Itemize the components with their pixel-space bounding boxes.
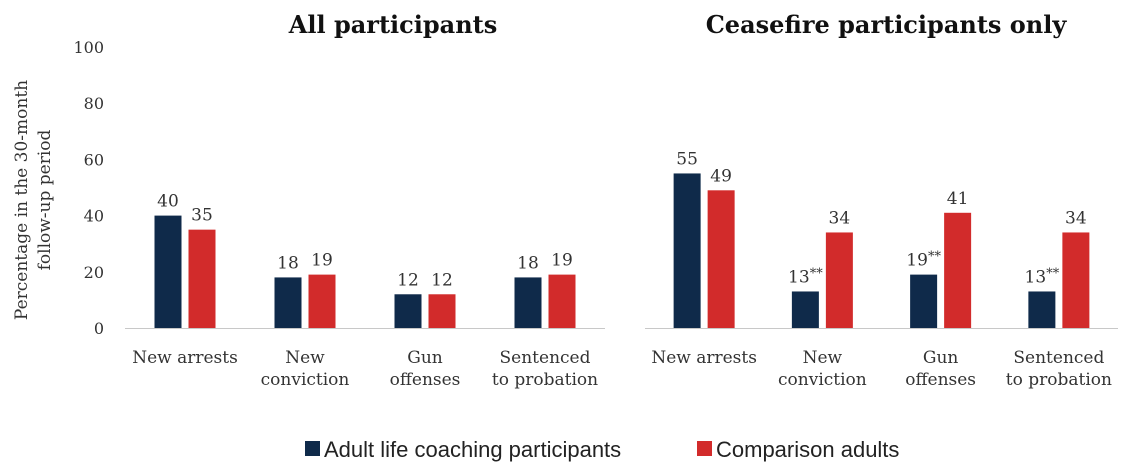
bar [154,215,182,328]
y-tick-label: 80 [84,94,104,113]
bar [548,274,576,328]
category-label: Sentenced to probation [1006,348,1112,390]
data-label: 18 [277,253,299,273]
legend-swatch-participants [305,441,320,456]
data-label: 12 [397,270,419,290]
data-label: 12 [431,270,453,290]
bar [428,294,456,328]
category-label: New conviction [261,348,350,390]
data-label: 35 [191,206,213,226]
data-label: 19 [551,251,573,271]
y-axis-title: Percentage in the 30-month follow-up peri… [12,80,55,320]
bar [944,212,972,328]
data-label: 34 [1065,208,1087,228]
plot-area: 0 20 40 60 80 100 Percentage in the 30-month fo… [12,38,1118,390]
legend-label-participants: Adult life coaching participants [324,437,621,462]
bar [1028,291,1056,328]
panel-title-ceasefire-participants: Ceasefire participants only [706,10,1068,39]
bar [308,274,336,328]
bar [514,277,542,328]
data-label: 41 [947,189,969,209]
data-label: 34 [829,208,851,228]
bar [394,294,422,328]
data-label: 18 [517,253,539,273]
bar [791,291,819,328]
y-tick-label: 20 [84,263,104,282]
bar [910,274,938,328]
legend-label-comparison: Comparison adults [716,437,899,462]
legend: Adult life coaching participants Compari… [305,437,899,462]
legend-swatch-comparison [697,441,712,456]
data-label: 40 [157,192,179,212]
bar [673,173,701,328]
y-tick-label: 100 [73,38,104,57]
data-label: 13** [1025,266,1060,287]
data-label: 19 [311,251,333,271]
bar [1062,232,1090,328]
category-label: Gun offenses [390,348,461,390]
category-label: New arrests [651,348,757,368]
category-label: New arrests [132,348,238,368]
category-label: Gun offenses [905,348,976,390]
bar [707,190,735,328]
y-tick-label: 60 [84,150,104,169]
bar [188,229,216,328]
panel-title-all-participants: All participants [288,10,498,39]
data-label: 19** [906,250,941,271]
bar [825,232,853,328]
category-label: New conviction [778,348,867,390]
y-tick-label: 40 [84,207,104,226]
y-tick-label: 0 [94,319,104,338]
data-label: 55 [676,149,698,169]
category-label: Sentenced to probation [492,348,598,390]
data-label: 49 [710,166,732,186]
data-label: 13** [788,266,823,287]
bar [274,277,302,328]
